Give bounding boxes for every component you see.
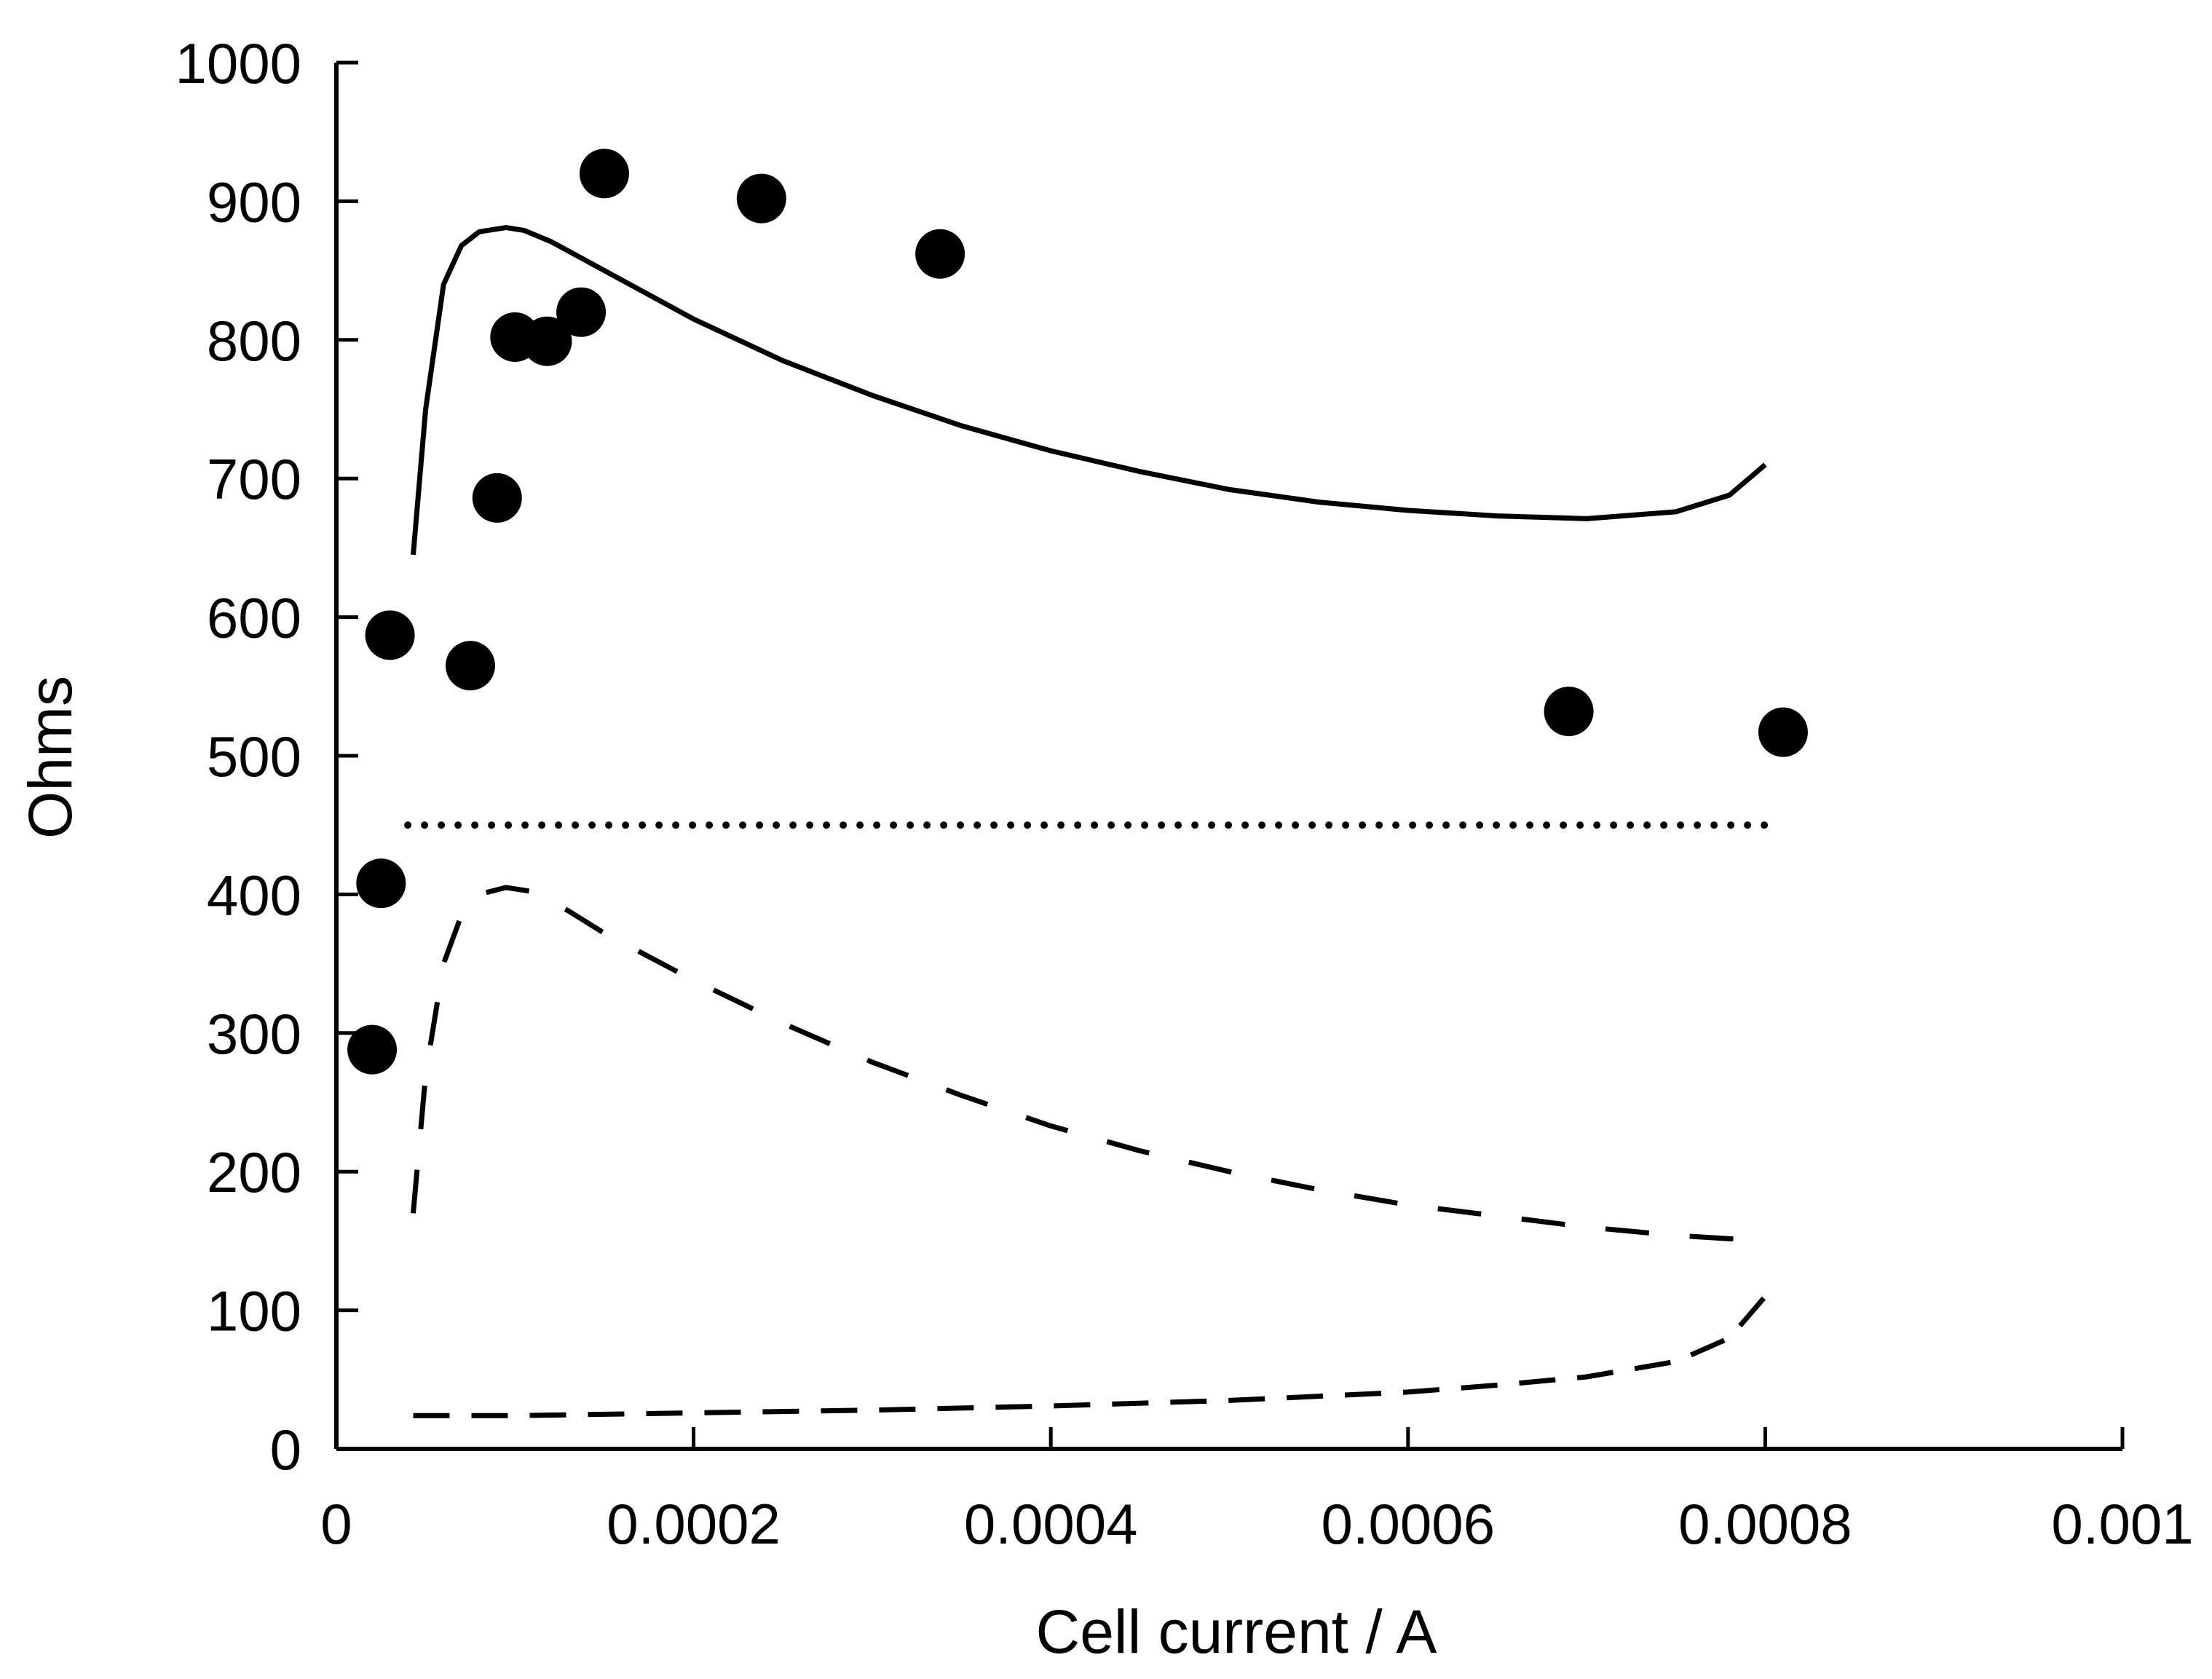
y-tick-label: 1000 — [175, 31, 301, 95]
data-point — [445, 641, 495, 691]
y-tick-label: 100 — [207, 1279, 301, 1343]
y-tick-label: 800 — [207, 309, 301, 373]
y-tick-label: 400 — [207, 863, 301, 927]
plot-area — [347, 149, 1808, 1418]
y-tick-label: 0 — [270, 1418, 301, 1482]
x-axis: 0 0.0002 0.0004 0.0006 0.0008 0.001 — [320, 1427, 2194, 1556]
y-axis-title: Ohms — [16, 676, 84, 839]
data-point — [356, 858, 406, 909]
y-tick-label: 200 — [207, 1140, 301, 1204]
x-tick-label: 0.0002 — [607, 1492, 781, 1556]
data-point — [915, 229, 965, 279]
data-point — [522, 316, 572, 366]
data-point — [347, 1024, 398, 1075]
series-line-solid — [411, 225, 1767, 556]
x-tick-label: 0.0004 — [964, 1492, 1138, 1556]
data-point — [1758, 707, 1808, 757]
y-tick-label: 900 — [207, 170, 301, 234]
data-point — [472, 473, 522, 523]
series-line-dash-dot — [411, 885, 1766, 1244]
x-tick-label: 0.0006 — [1322, 1492, 1496, 1556]
data-point — [556, 287, 607, 337]
data-point — [736, 173, 786, 224]
x-tick-label: 0.0008 — [1678, 1492, 1852, 1556]
x-axis-title: Cell current / A — [1036, 1597, 1437, 1666]
data-point — [1544, 687, 1594, 737]
data-point — [365, 610, 415, 660]
series-line-dashed — [413, 1295, 1768, 1418]
y-tick-label: 500 — [207, 724, 301, 789]
y-tick-label: 300 — [207, 1002, 301, 1066]
x-tick-label: 0.001 — [2051, 1492, 2193, 1556]
x-tick-label: 0 — [320, 1492, 352, 1556]
y-tick-label: 700 — [207, 447, 301, 511]
y-tick-label: 600 — [207, 586, 301, 650]
y-axis: 0 100 200 300 400 500 600 700 800 900 1000 — [175, 31, 358, 1482]
data-point — [579, 149, 629, 199]
